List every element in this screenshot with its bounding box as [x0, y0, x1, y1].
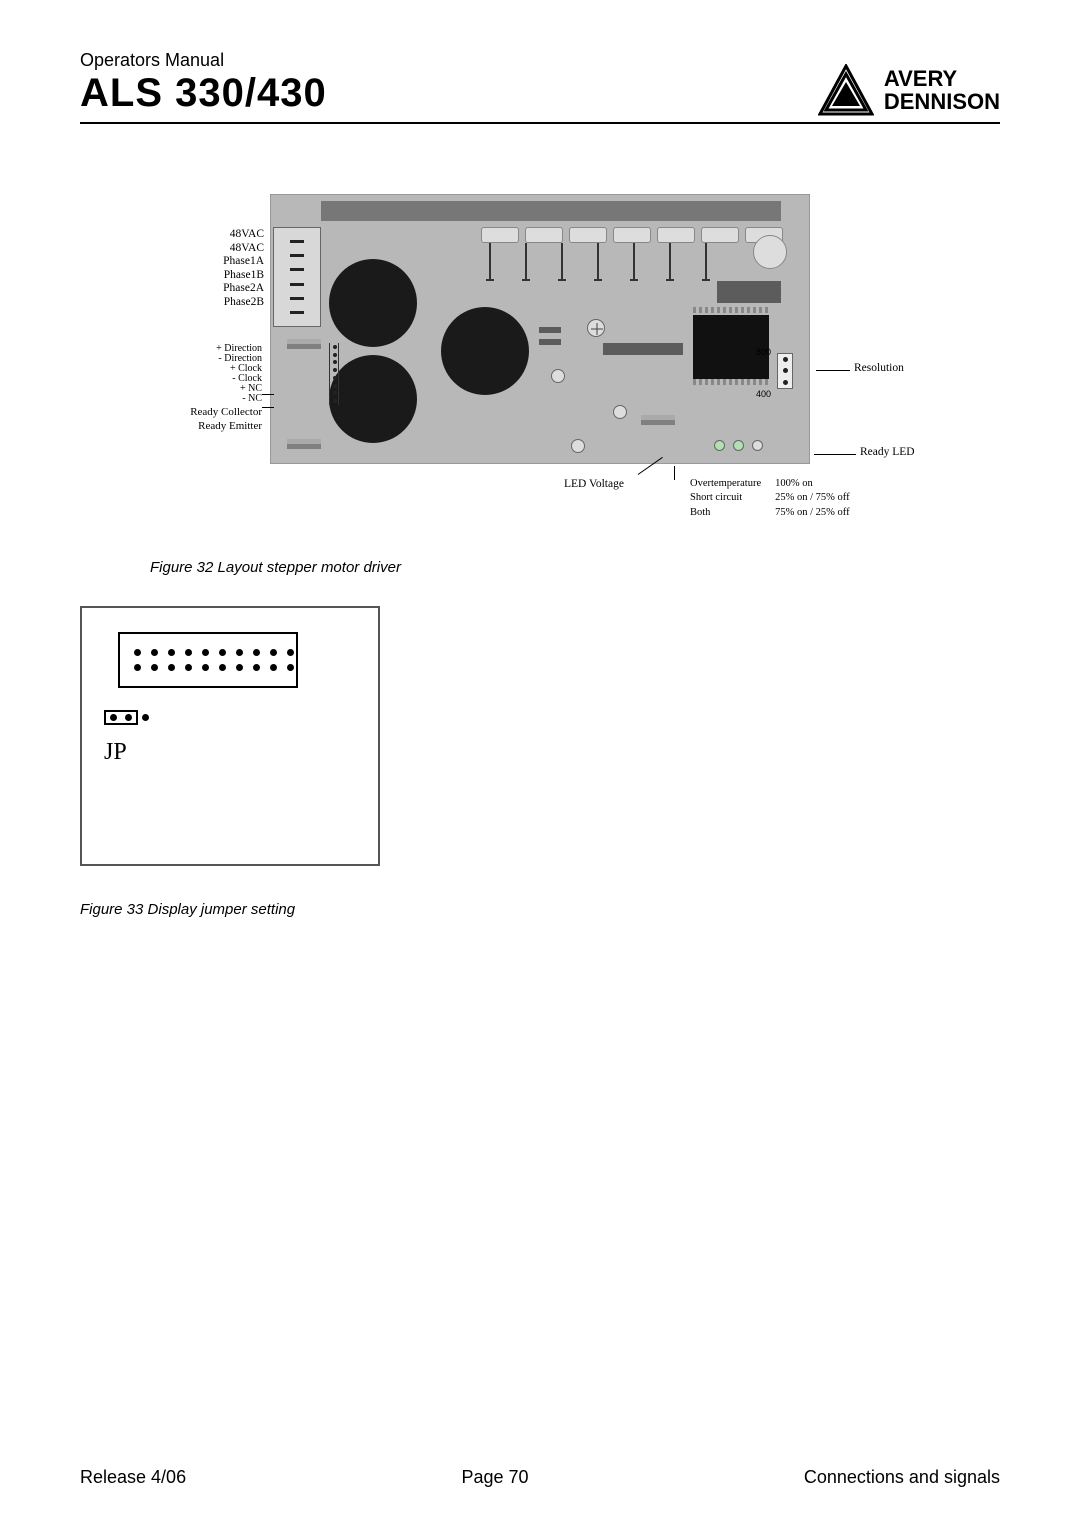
error-state-table: Overtemperature100% on Short circuit25% …	[688, 476, 928, 521]
power-connector	[273, 227, 321, 327]
jp-label: JP	[104, 739, 356, 766]
brand-logo: AVERY DENNISON	[818, 64, 1000, 116]
status-leds	[714, 440, 763, 451]
resolution-800: 800	[756, 347, 771, 357]
resolution-400: 400	[756, 389, 771, 399]
capacitor-icon	[441, 307, 529, 395]
display-ic-icon	[118, 632, 298, 688]
logo-text-bottom: DENNISON	[884, 90, 1000, 113]
jumper-pins	[104, 710, 356, 725]
footer-release: Release 4/06	[80, 1467, 186, 1488]
product-title: ALS 330/430	[80, 71, 327, 116]
logo-text-top: AVERY	[884, 67, 1000, 90]
ready-led-label: Ready LED	[860, 446, 915, 460]
screw-icon	[587, 319, 605, 337]
pcb-board: 800 400	[270, 194, 810, 464]
resolution-label: Resolution	[854, 362, 904, 376]
manual-label: Operators Manual	[80, 50, 327, 71]
figure-32: 800 400 48VAC 48VAC Phase1A Phase1B Phas…	[150, 194, 930, 576]
logo-triangle-icon	[818, 64, 874, 116]
page-footer: Release 4/06 Page 70 Connections and sig…	[80, 1437, 1000, 1488]
footer-section: Connections and signals	[804, 1467, 1000, 1488]
capacitor-icon	[329, 259, 417, 347]
figure-33-caption: Figure 33 Display jumper setting	[80, 901, 1000, 918]
figure-32-caption: Figure 32 Layout stepper motor driver	[150, 559, 930, 576]
signal-header	[329, 343, 339, 405]
signal-labels: + Direction - Direction + Clock - Clock …	[150, 344, 262, 432]
footer-page: Page 70	[461, 1467, 528, 1488]
resolution-jumper	[777, 353, 793, 389]
figure-33: JP Figure 33 Display jumper setting	[80, 606, 1000, 918]
led-voltage-label: LED Voltage	[564, 478, 624, 492]
connector-labels: 48VAC 48VAC Phase1A Phase1B Phase2A Phas…	[150, 228, 264, 309]
capacitor-icon	[329, 355, 417, 443]
page-header: Operators Manual ALS 330/430 AVERY DENNI…	[80, 50, 1000, 124]
